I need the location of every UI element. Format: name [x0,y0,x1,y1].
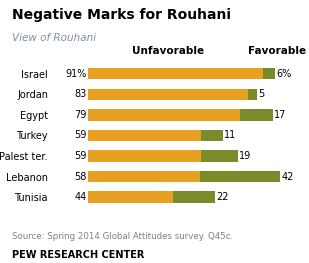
Text: 6%: 6% [276,69,291,79]
Bar [88,191,172,203]
Bar [88,89,248,100]
Bar [201,130,223,141]
Bar [240,109,273,120]
Text: 19: 19 [239,151,252,161]
Bar [88,130,201,141]
Text: 22: 22 [216,192,229,202]
Text: 44: 44 [74,192,87,202]
Bar [172,191,215,203]
Text: 42: 42 [282,171,294,181]
Text: 17: 17 [274,110,286,120]
Text: 58: 58 [74,171,87,181]
Bar [248,89,257,100]
Bar [88,68,263,79]
Text: Unfavorable: Unfavorable [132,46,204,56]
Text: 91%: 91% [65,69,87,79]
Bar [88,150,201,162]
Text: View of Rouhani: View of Rouhani [12,33,96,43]
Text: Source: Spring 2014 Global Attitudes survey. Q45c.: Source: Spring 2014 Global Attitudes sur… [12,232,234,241]
Text: 11: 11 [224,130,236,140]
Text: 79: 79 [74,110,87,120]
Text: 83: 83 [74,89,87,99]
Text: Favorable: Favorable [248,46,306,56]
Text: Negative Marks for Rouhani: Negative Marks for Rouhani [12,8,231,22]
Text: 59: 59 [74,151,87,161]
Text: 59: 59 [74,130,87,140]
Bar [88,109,240,120]
Bar [200,171,281,182]
Text: PEW RESEARCH CENTER: PEW RESEARCH CENTER [12,250,145,260]
Bar [201,150,238,162]
Bar [263,68,275,79]
Text: 5: 5 [259,89,265,99]
Bar [88,171,200,182]
